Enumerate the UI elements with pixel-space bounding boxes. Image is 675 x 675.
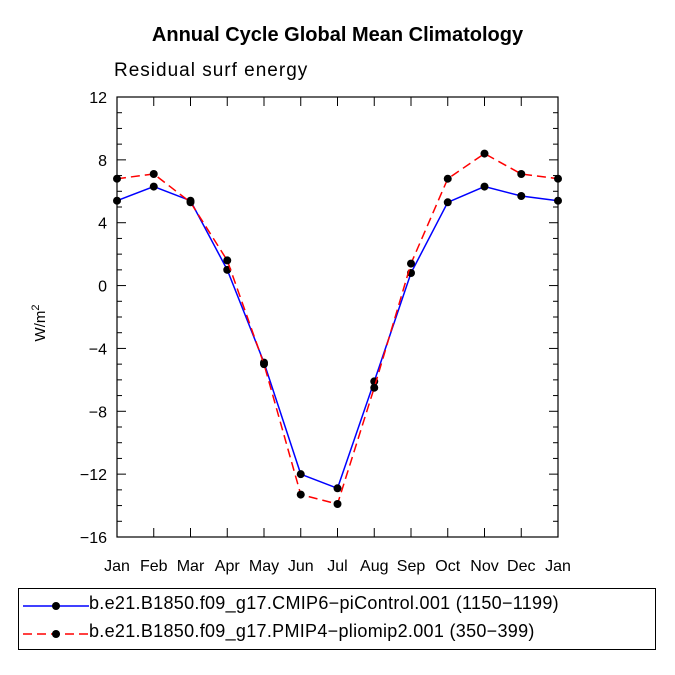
legend-item-cmip6: b.e21.B1850.f09_g17.CMIP6−piControl.001 … xyxy=(19,592,655,620)
series-0-point xyxy=(149,182,158,191)
series-line-1 xyxy=(116,152,559,505)
x-tick-label: Oct xyxy=(435,558,460,575)
x-tick-label: Mar xyxy=(177,558,205,575)
legend-swatch-pliomip2 xyxy=(23,630,89,638)
x-tick-label: Sep xyxy=(397,558,426,575)
y-tick-label: 12 xyxy=(89,90,107,107)
y-tick-label: −12 xyxy=(80,467,107,484)
legend-label-pliomip2: b.e21.B1850.f09_g17.PMIP4−pliomip2.001 (… xyxy=(89,621,535,641)
series-1-point xyxy=(223,256,232,265)
series-1-point xyxy=(296,490,305,499)
chart-subtitle: Residual surf energy xyxy=(114,60,309,81)
y-tick-label: −8 xyxy=(89,404,107,421)
series-0-point xyxy=(296,470,305,479)
legend-swatch-cmip6 xyxy=(23,602,89,610)
x-tick-label: Nov xyxy=(470,558,498,575)
series-1-point xyxy=(113,174,121,183)
plot-frame xyxy=(116,96,559,538)
series-0-point xyxy=(554,196,562,205)
series-0-point xyxy=(480,182,489,191)
series-line-0 xyxy=(116,185,559,490)
y-tick-label: 0 xyxy=(98,279,107,296)
series-1-point xyxy=(480,149,489,158)
series-1-point xyxy=(554,174,562,183)
x-tick-label: Jan xyxy=(545,558,571,575)
series-1-point xyxy=(370,383,379,392)
series-1-point xyxy=(407,259,415,268)
y-tick-label: 4 xyxy=(98,216,107,233)
y-tick-label: 8 xyxy=(98,153,107,170)
y-tick-label: −16 xyxy=(80,530,107,547)
y-axis-label-superscript: 2 xyxy=(30,305,42,311)
legend: b.e21.B1850.f09_g17.CMIP6−piControl.001 … xyxy=(18,588,656,650)
chart-title: Annual Cycle Global Mean Climatology xyxy=(151,24,524,46)
x-tick-label: Jun xyxy=(288,558,314,575)
x-tick-label: Jul xyxy=(327,558,347,575)
y-axis-label: W/m2 xyxy=(30,305,49,342)
legend-label-cmip6: b.e21.B1850.f09_g17.CMIP6−piControl.001 … xyxy=(89,593,559,613)
series-0-point xyxy=(443,198,452,207)
x-tick-label: Jan xyxy=(104,558,130,575)
chart-plot: −16 −12 −8 −4 0 4 8 12 Jan Feb Mar Apr May Jun Jul Aug S… xyxy=(30,90,571,575)
series-0-point xyxy=(333,484,342,493)
x-tick-label: Dec xyxy=(507,558,535,575)
series-0-point xyxy=(113,196,121,205)
x-tick-label: May xyxy=(249,558,279,575)
y-tick-label: −4 xyxy=(89,341,107,358)
series-1-point xyxy=(443,174,452,183)
series-0-point xyxy=(517,192,526,200)
series-1-point xyxy=(149,170,158,178)
x-tick-label: Aug xyxy=(360,558,388,575)
x-tick-label: Apr xyxy=(215,558,241,575)
series-1-point xyxy=(333,500,342,508)
x-tick-label: Feb xyxy=(140,558,168,575)
series-1-point xyxy=(260,360,268,369)
legend-item-pliomip2: b.e21.B1850.f09_g17.PMIP4−pliomip2.001 (… xyxy=(19,620,655,648)
series-1-point xyxy=(186,198,195,207)
series-1-point xyxy=(517,170,526,178)
